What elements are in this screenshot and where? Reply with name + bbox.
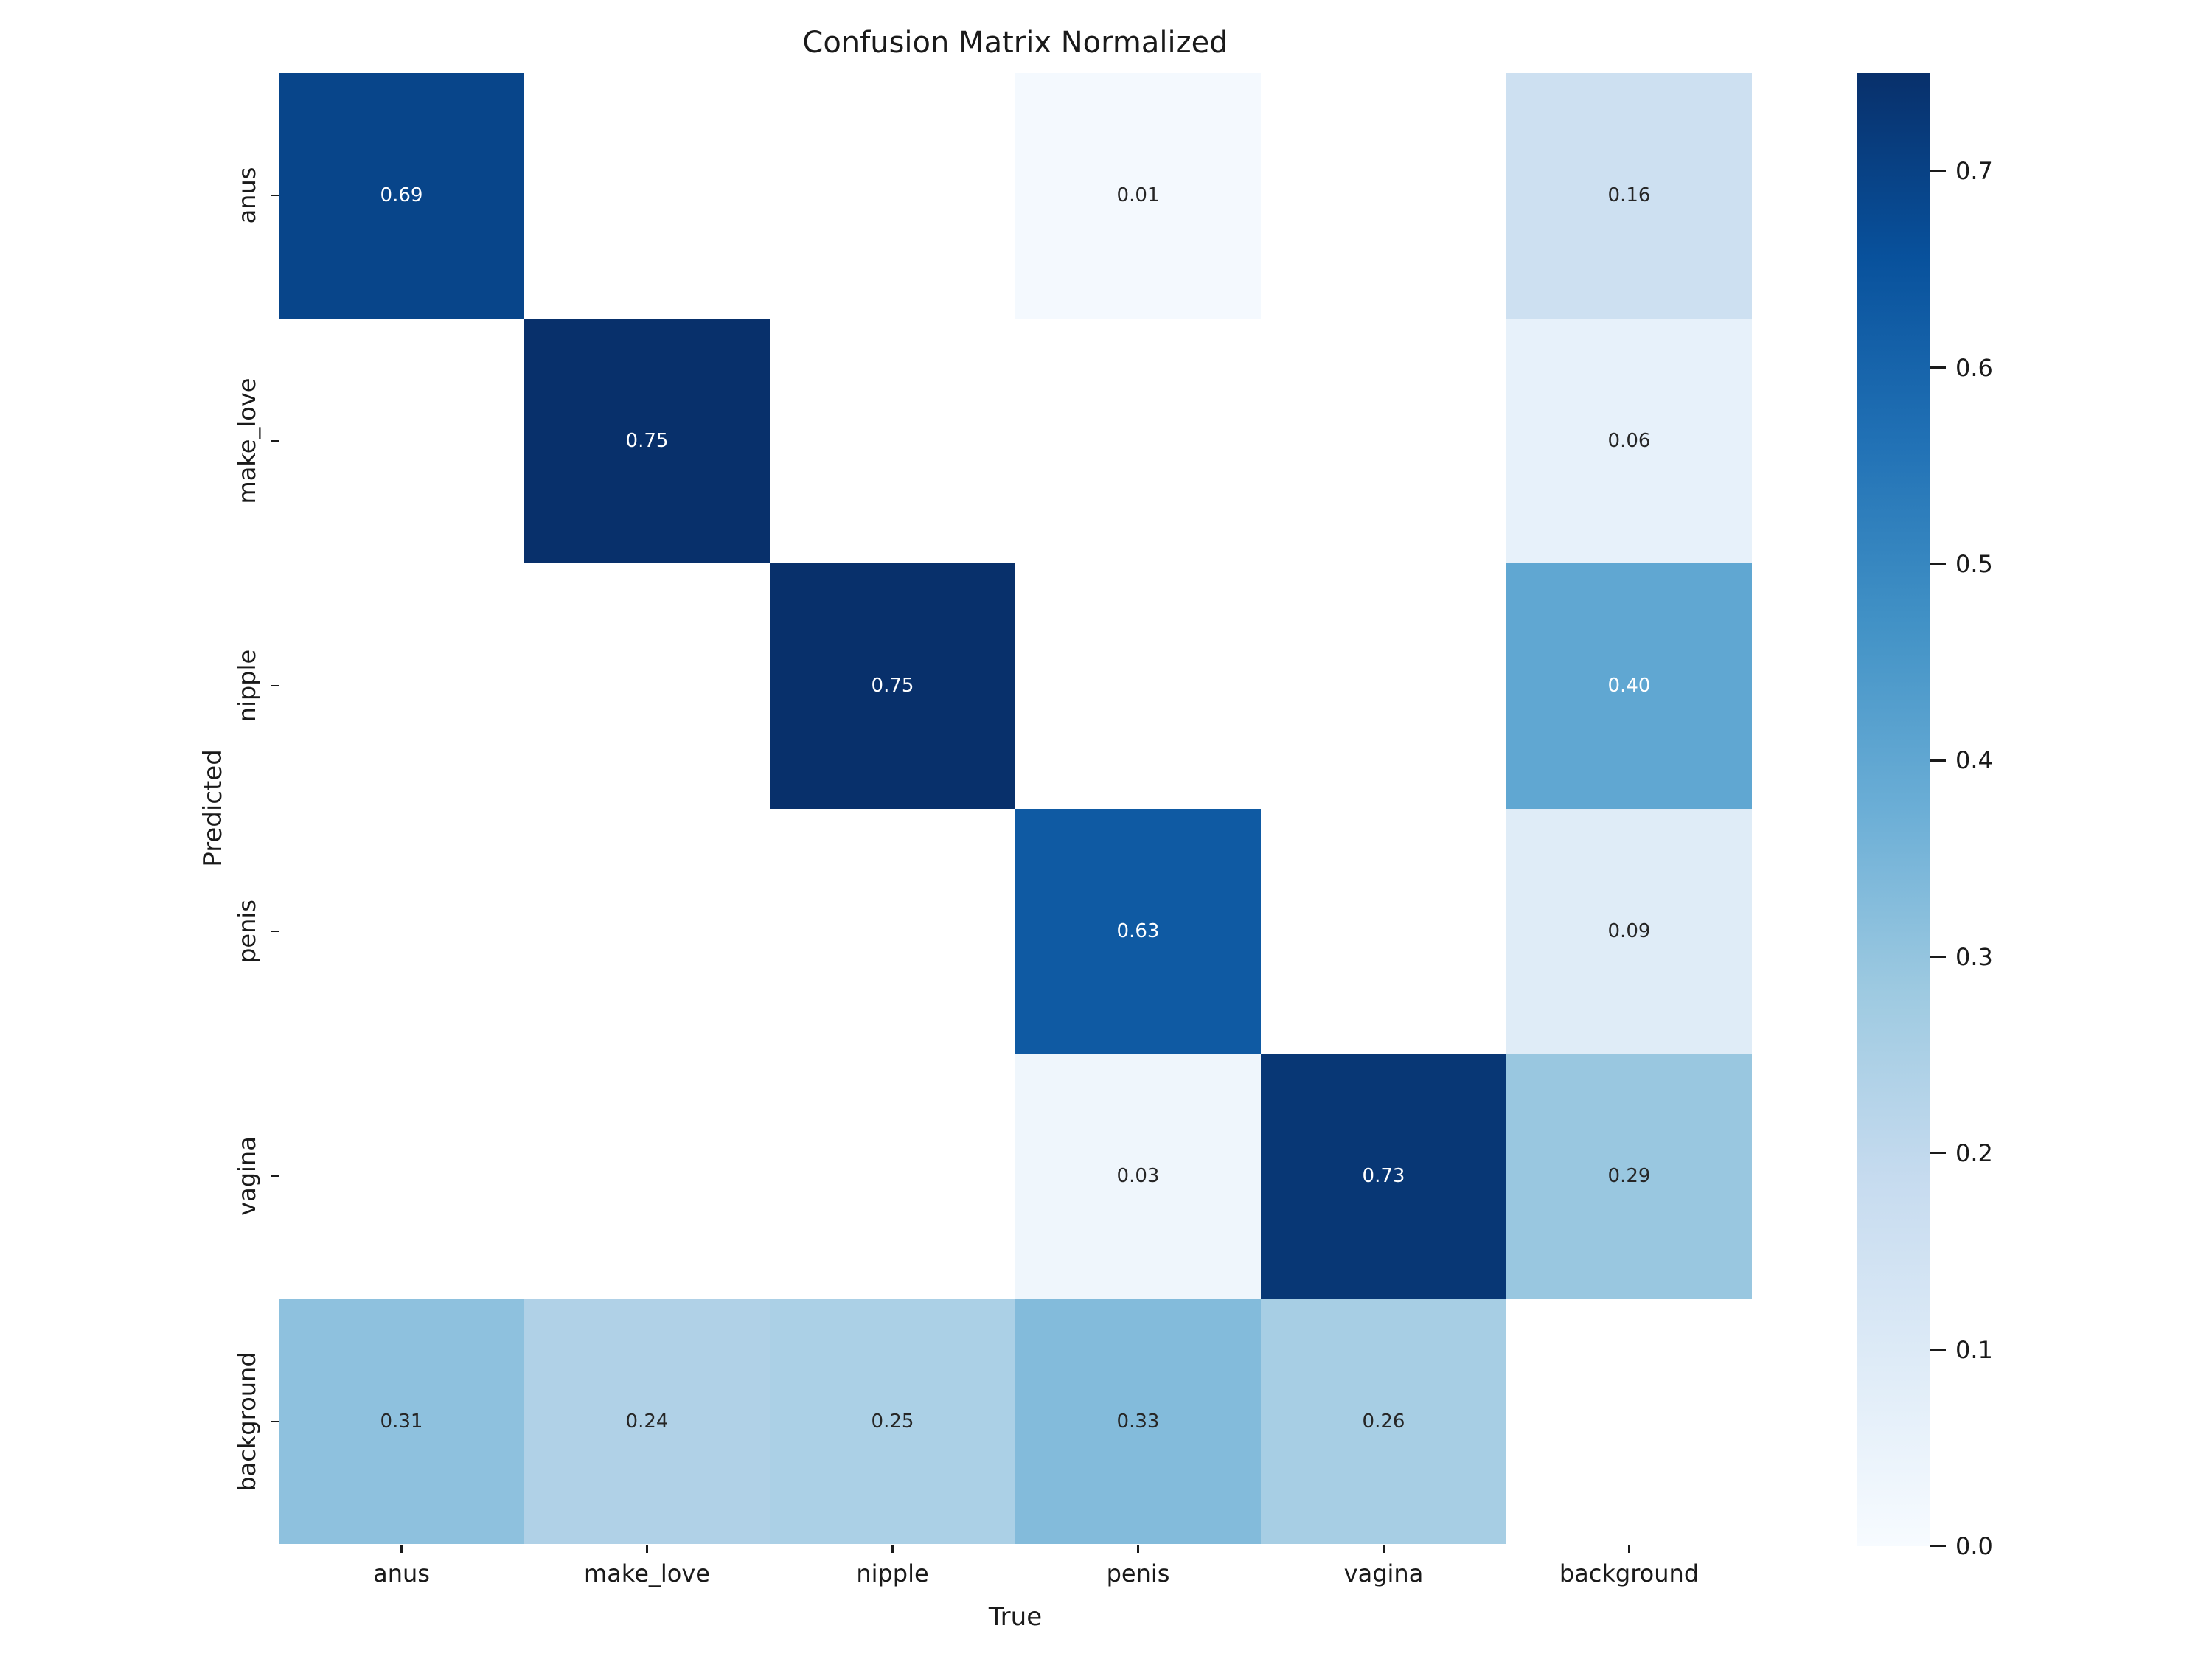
heatmap-cell <box>770 73 1015 319</box>
colorbar-tick-label: 0.6 <box>1955 353 1993 382</box>
heatmap-cell <box>279 808 524 1054</box>
heatmap-grid: 0.69 0.01 0.16 0.75 0.06 0.75 0.40 0.63 0.09 0.03… <box>279 73 1752 1544</box>
cell-value: 0.25 <box>871 1410 914 1433</box>
heatmap-cell: 0.26 <box>1261 1298 1506 1544</box>
heatmap-cell <box>524 563 770 809</box>
heatmap-cell <box>524 808 770 1054</box>
cell-value: 0.09 <box>1607 919 1651 942</box>
heatmap-cell: 0.63 <box>1015 808 1261 1054</box>
heatmap-cell <box>1015 563 1261 809</box>
colorbar-tick-label: 0.7 <box>1955 157 1993 186</box>
heatmap-cell: 0.25 <box>770 1298 1015 1544</box>
y-tick-label: nipple <box>233 650 261 723</box>
y-tick-label: vagina <box>233 1136 261 1217</box>
cell-value: 0.31 <box>380 1410 423 1433</box>
y-tick-label: background <box>233 1352 261 1492</box>
colorbar-tick-mark <box>1930 759 1946 762</box>
colorbar-tick-label: 0.1 <box>1955 1335 1993 1364</box>
y-tick-label: make_love <box>233 378 261 504</box>
colorbar-tick-label: 0.5 <box>1955 550 1993 578</box>
heatmap-cell <box>770 1054 1015 1299</box>
x-tick-mark <box>646 1545 648 1553</box>
x-axis-title: True <box>988 1602 1043 1632</box>
heatmap-cell <box>524 73 770 319</box>
heatmap-cell <box>1506 1298 1752 1544</box>
chart-title: Confusion Matrix Normalized <box>802 26 1228 60</box>
heatmap-cell: 0.01 <box>1015 73 1261 319</box>
heatmap-cell <box>770 318 1015 563</box>
heatmap-cell <box>1015 318 1261 563</box>
colorbar-tick-mark <box>1930 1152 1946 1155</box>
x-tick-label: make_love <box>584 1559 710 1587</box>
cell-value: 0.01 <box>1116 184 1160 207</box>
cell-value: 0.63 <box>1116 919 1160 942</box>
cell-value: 0.03 <box>1116 1165 1160 1188</box>
heatmap-cell: 0.03 <box>1015 1054 1261 1299</box>
heatmap-cell <box>279 318 524 563</box>
heatmap-cell: 0.31 <box>279 1298 524 1544</box>
heatmap-cell: 0.75 <box>770 563 1015 809</box>
heatmap-cell <box>279 1054 524 1299</box>
cell-value: 0.69 <box>380 184 423 207</box>
colorbar-tick-mark <box>1930 1545 1946 1548</box>
heatmap-cell <box>1261 563 1506 809</box>
x-tick-mark <box>400 1545 403 1553</box>
heatmap-cell: 0.40 <box>1506 563 1752 809</box>
cell-value: 0.75 <box>871 675 914 698</box>
cell-value: 0.40 <box>1607 675 1651 698</box>
y-tick-label: penis <box>233 899 261 963</box>
colorbar-tick-mark <box>1930 563 1946 566</box>
colorbar-tick-mark <box>1930 1349 1946 1351</box>
colorbar-tick-label: 0.4 <box>1955 746 1993 775</box>
colorbar-tick-mark <box>1930 170 1946 173</box>
y-axis-title: Predicted <box>198 749 228 867</box>
cell-value: 0.73 <box>1362 1165 1405 1188</box>
x-tick-label: nipple <box>856 1559 929 1587</box>
heatmap-cell <box>1261 808 1506 1054</box>
heatmap-cell <box>1261 73 1506 319</box>
heatmap-cell: 0.24 <box>524 1298 770 1544</box>
x-tick-label: vagina <box>1343 1559 1424 1587</box>
heatmap-cell: 0.69 <box>279 73 524 319</box>
cell-value: 0.75 <box>625 429 669 452</box>
heatmap-cell <box>524 1054 770 1299</box>
x-tick-label: anus <box>373 1559 430 1587</box>
x-tick-mark <box>1382 1545 1385 1553</box>
colorbar-gradient <box>1857 73 1930 1546</box>
heatmap-cell: 0.75 <box>524 318 770 563</box>
cell-value: 0.29 <box>1607 1165 1651 1188</box>
x-tick-mark <box>891 1545 894 1553</box>
heatmap-cell: 0.16 <box>1506 73 1752 319</box>
heatmap-cell: 0.09 <box>1506 808 1752 1054</box>
colorbar-tick-label: 0.0 <box>1955 1532 1993 1560</box>
colorbar-tick-label: 0.3 <box>1955 942 1993 971</box>
heatmap-cell <box>1261 318 1506 563</box>
heatmap-cell: 0.33 <box>1015 1298 1261 1544</box>
x-tick-label: background <box>1559 1559 1700 1587</box>
x-tick-label: penis <box>1106 1559 1170 1587</box>
colorbar-tick-mark <box>1930 366 1946 369</box>
cell-value: 0.26 <box>1362 1410 1405 1433</box>
colorbar-tick-label: 0.2 <box>1955 1139 1993 1168</box>
cell-value: 0.16 <box>1607 184 1651 207</box>
x-tick-mark <box>1137 1545 1139 1553</box>
colorbar-tick-mark <box>1930 956 1946 958</box>
cell-value: 0.06 <box>1607 429 1651 452</box>
y-tick-mark <box>271 1175 279 1178</box>
heatmap-cell <box>279 563 524 809</box>
heatmap-cell: 0.73 <box>1261 1054 1506 1299</box>
y-tick-mark <box>271 195 279 197</box>
cell-value: 0.33 <box>1116 1410 1160 1433</box>
heatmap-cell <box>770 808 1015 1054</box>
x-tick-mark <box>1628 1545 1630 1553</box>
cell-value: 0.24 <box>625 1410 669 1433</box>
y-tick-mark <box>271 439 279 442</box>
y-tick-mark <box>271 930 279 932</box>
heatmap-cell: 0.29 <box>1506 1054 1752 1299</box>
y-tick-mark <box>271 1420 279 1422</box>
y-tick-mark <box>271 685 279 687</box>
y-tick-label: anus <box>233 167 261 224</box>
heatmap-cell: 0.06 <box>1506 318 1752 563</box>
